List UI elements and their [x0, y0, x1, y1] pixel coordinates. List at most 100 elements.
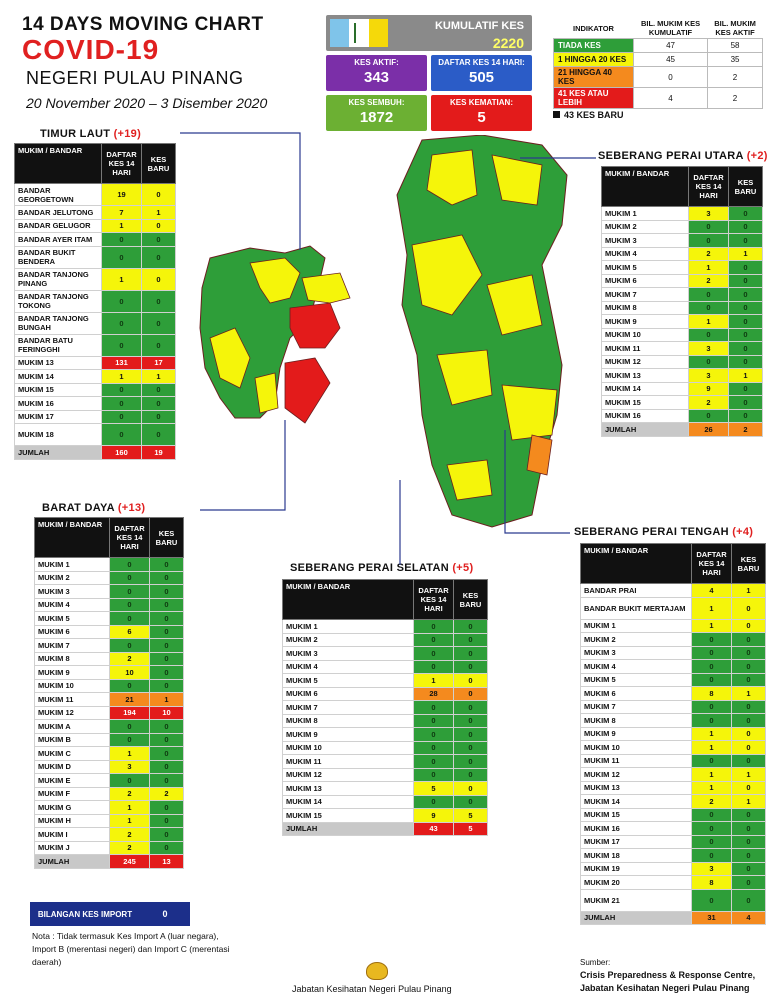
daftar-cell: 1	[691, 596, 732, 620]
kes-baru-cell: 0	[731, 807, 766, 822]
row-name: MUKIM 14	[282, 794, 414, 809]
source-label: Sumber:	[580, 958, 611, 967]
daftar-cell: 6	[109, 624, 150, 639]
row-name: MUKIM 15	[601, 395, 689, 410]
table-header: MUKIM / BANDAR DAFTAR KES 14 HARI KES BARU	[601, 166, 763, 207]
section-name: BARAT DAYA	[42, 502, 115, 514]
table-row: BANDAR AYER ITAM 0 0	[14, 232, 176, 247]
kes-baru-cell: 0	[141, 333, 176, 357]
kes-baru-cell: 0	[149, 719, 184, 734]
kes-baru-cell: 0	[149, 638, 184, 653]
row-name: MUKIM 11	[601, 341, 689, 356]
row-name: MUKIM 21	[580, 888, 692, 912]
daftar-cell: 3	[109, 759, 150, 774]
daftar-cell: 5	[413, 781, 454, 796]
mainland-yellow-region	[411, 234, 483, 316]
total-label: JUMLAH	[580, 910, 692, 925]
table-row: BANDAR PRAI 4 1	[580, 583, 766, 598]
kes-baru-cell: 0	[149, 665, 184, 680]
table-row: BANDAR BATU FERINGGHI 0 0	[14, 333, 176, 357]
daftar-cell: 1	[101, 369, 142, 384]
section-plus: (+4)	[732, 526, 754, 538]
table-row: MUKIM 13 3 1	[601, 368, 763, 383]
row-name: MUKIM 15	[580, 807, 692, 822]
total-row: JUMLAH 160 19	[14, 445, 176, 460]
row-name: MUKIM 13	[14, 355, 102, 370]
daftar-cell: 3	[688, 341, 729, 356]
kes-baru-cell: 0	[728, 219, 763, 234]
kes-baru-cell: 1	[731, 767, 766, 782]
daftar-cell: 1	[101, 218, 142, 233]
total-daftar: 31	[691, 910, 732, 925]
daftar-cell: 4	[691, 583, 732, 598]
table-row: MUKIM 13 5 0	[282, 781, 488, 796]
kes-baru-cell: 0	[453, 619, 488, 634]
kes-baru-cell: 0	[731, 713, 766, 728]
kes-baru-cell: 0	[149, 840, 184, 855]
section-plus: (+19)	[113, 128, 142, 140]
spt-table: MUKIM / BANDAR DAFTAR KES 14 HARI KES BARU…	[580, 543, 766, 925]
daftar-cell: 0	[691, 807, 732, 822]
row-name: MUKIM 4	[34, 597, 110, 612]
table-row: MUKIM 17 0 0	[14, 409, 176, 424]
row-name: MUKIM 5	[34, 611, 110, 626]
total-label: JUMLAH	[34, 854, 110, 869]
kes-baru-cell: 0	[453, 767, 488, 782]
penang-flag-icon	[330, 19, 388, 47]
kes-baru-cell: 0	[453, 686, 488, 701]
kes-baru-cell: 0	[141, 423, 176, 446]
total-label: JUMLAH	[601, 422, 689, 437]
chart-title: 14 DAYS MOVING CHART	[22, 14, 264, 35]
col-header: MUKIM / BANDAR	[580, 543, 692, 584]
row-name: MUKIM 1	[601, 206, 689, 221]
row-name: MUKIM 4	[601, 246, 689, 261]
total-label: JUMLAH	[14, 445, 102, 460]
kumulatif-label: KUMULATIF KES	[434, 20, 524, 32]
table-row: MUKIM 6 28 0	[282, 686, 488, 701]
row-name: MUKIM 6	[601, 273, 689, 288]
row-name: MUKIM 9	[580, 726, 692, 741]
source-line1: Crisis Preparedness & Response Centre,	[580, 970, 756, 980]
kes-baru-cell: 0	[728, 314, 763, 329]
square-icon	[553, 111, 560, 118]
island-yellow-region	[249, 257, 301, 304]
table-row: MUKIM 14 2 1	[580, 794, 766, 809]
table-row: MUKIM 10 0 0	[282, 740, 488, 755]
mainland-yellow-region	[486, 274, 543, 336]
mainland-yellow-region	[501, 384, 558, 441]
kes-baru-cell: 1	[728, 246, 763, 261]
kes-baru-cell: 0	[731, 780, 766, 795]
row-name: MUKIM 6	[580, 686, 692, 701]
legend-value: 4	[632, 87, 709, 109]
kes-kematian-box: KES KEMATIAN: 5	[431, 95, 532, 131]
table-row: BANDAR JELUTONG 7 1	[14, 205, 176, 220]
col-header: MUKIM / BANDAR	[282, 579, 414, 620]
island-yellow-region	[209, 327, 251, 389]
kes-baru-cell: 0	[149, 611, 184, 626]
row-name: BANDAR BATU FERINGGHI	[14, 333, 102, 357]
mainland-orange-region	[526, 434, 553, 476]
daftar-cell: 0	[101, 311, 142, 335]
legend-label: 41 KES ATAU LEBIH	[553, 87, 634, 109]
kes-kematian-label: KES KEMATIAN:	[450, 98, 513, 107]
table-row: MUKIM 9 10 0	[34, 665, 184, 680]
kes-baru-cell: 0	[453, 700, 488, 715]
daftar-cell: 2	[688, 395, 729, 410]
section-name: SEBERANG PERAI UTARA	[598, 150, 744, 162]
table-row: BANDAR BUKIT BENDERA 0 0	[14, 245, 176, 269]
row-name: BANDAR TANJONG TOKONG	[14, 289, 102, 313]
island-yellow-region	[301, 272, 351, 304]
row-name: BANDAR BUKIT BENDERA	[14, 245, 102, 269]
kes-baru-cell: 0	[141, 396, 176, 411]
